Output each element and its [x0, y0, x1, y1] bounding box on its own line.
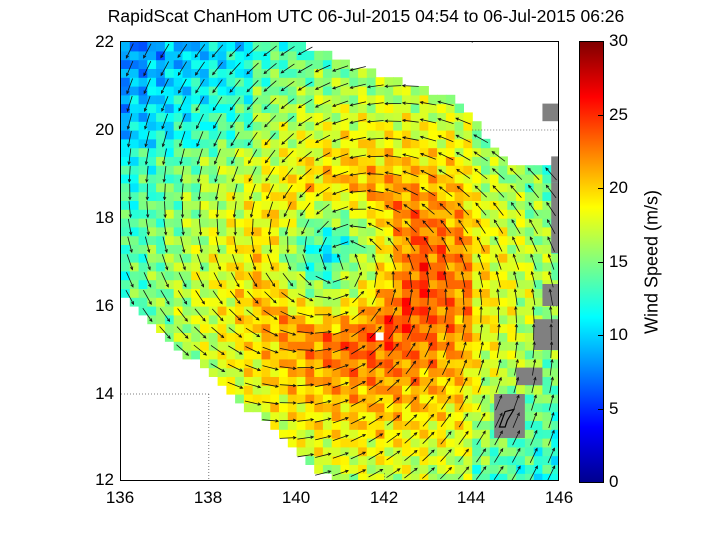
x-tick-label: 136 [105, 488, 135, 507]
x-tick-label: 144 [456, 488, 486, 507]
x-tick-label: 140 [281, 488, 311, 507]
colorbar-tick-label: 15 [609, 252, 628, 271]
colorbar-tick-label: 25 [609, 105, 628, 124]
colorbar-label: Wind Speed (m/s) [641, 189, 662, 335]
chart-title: RapidScat ChanHom UTC 06-Jul-2015 04:54 … [107, 6, 625, 26]
x-tick-label: 138 [193, 488, 223, 507]
wind-heatmap [121, 42, 558, 480]
colorbar-tick-label: 10 [609, 325, 628, 344]
land-mask [516, 367, 543, 386]
x-tick-label: 142 [369, 488, 399, 507]
y-tick-label: 14 [95, 384, 114, 403]
colorbar-tick [598, 115, 604, 116]
land-mask [542, 103, 558, 122]
land-mask [533, 319, 558, 350]
colorbar-tick [598, 262, 604, 263]
y-tick-label: 22 [95, 32, 114, 51]
colorbar-tick-label: 20 [609, 178, 628, 197]
colorbar-tick [598, 41, 604, 42]
guam-outline [498, 408, 516, 428]
y-tick-label: 18 [95, 208, 114, 227]
colorbar-tick [598, 188, 604, 189]
land-mask [551, 182, 558, 254]
colorbar-tick-label: 30 [609, 31, 628, 50]
y-tick-label: 20 [95, 120, 114, 139]
colorbar-tick [598, 335, 604, 336]
x-tick-label: 146 [544, 488, 574, 507]
land-mask [542, 284, 558, 306]
colorbar-tick-label: 5 [609, 399, 619, 418]
colorbar-tick-label: 0 [609, 472, 619, 491]
y-tick-label: 12 [95, 470, 114, 489]
land-mask [551, 156, 558, 183]
colorbar-tick [598, 409, 604, 410]
y-tick-label: 16 [95, 296, 114, 315]
wind-vectors [125, 43, 557, 480]
wind-map-plot [120, 41, 559, 481]
